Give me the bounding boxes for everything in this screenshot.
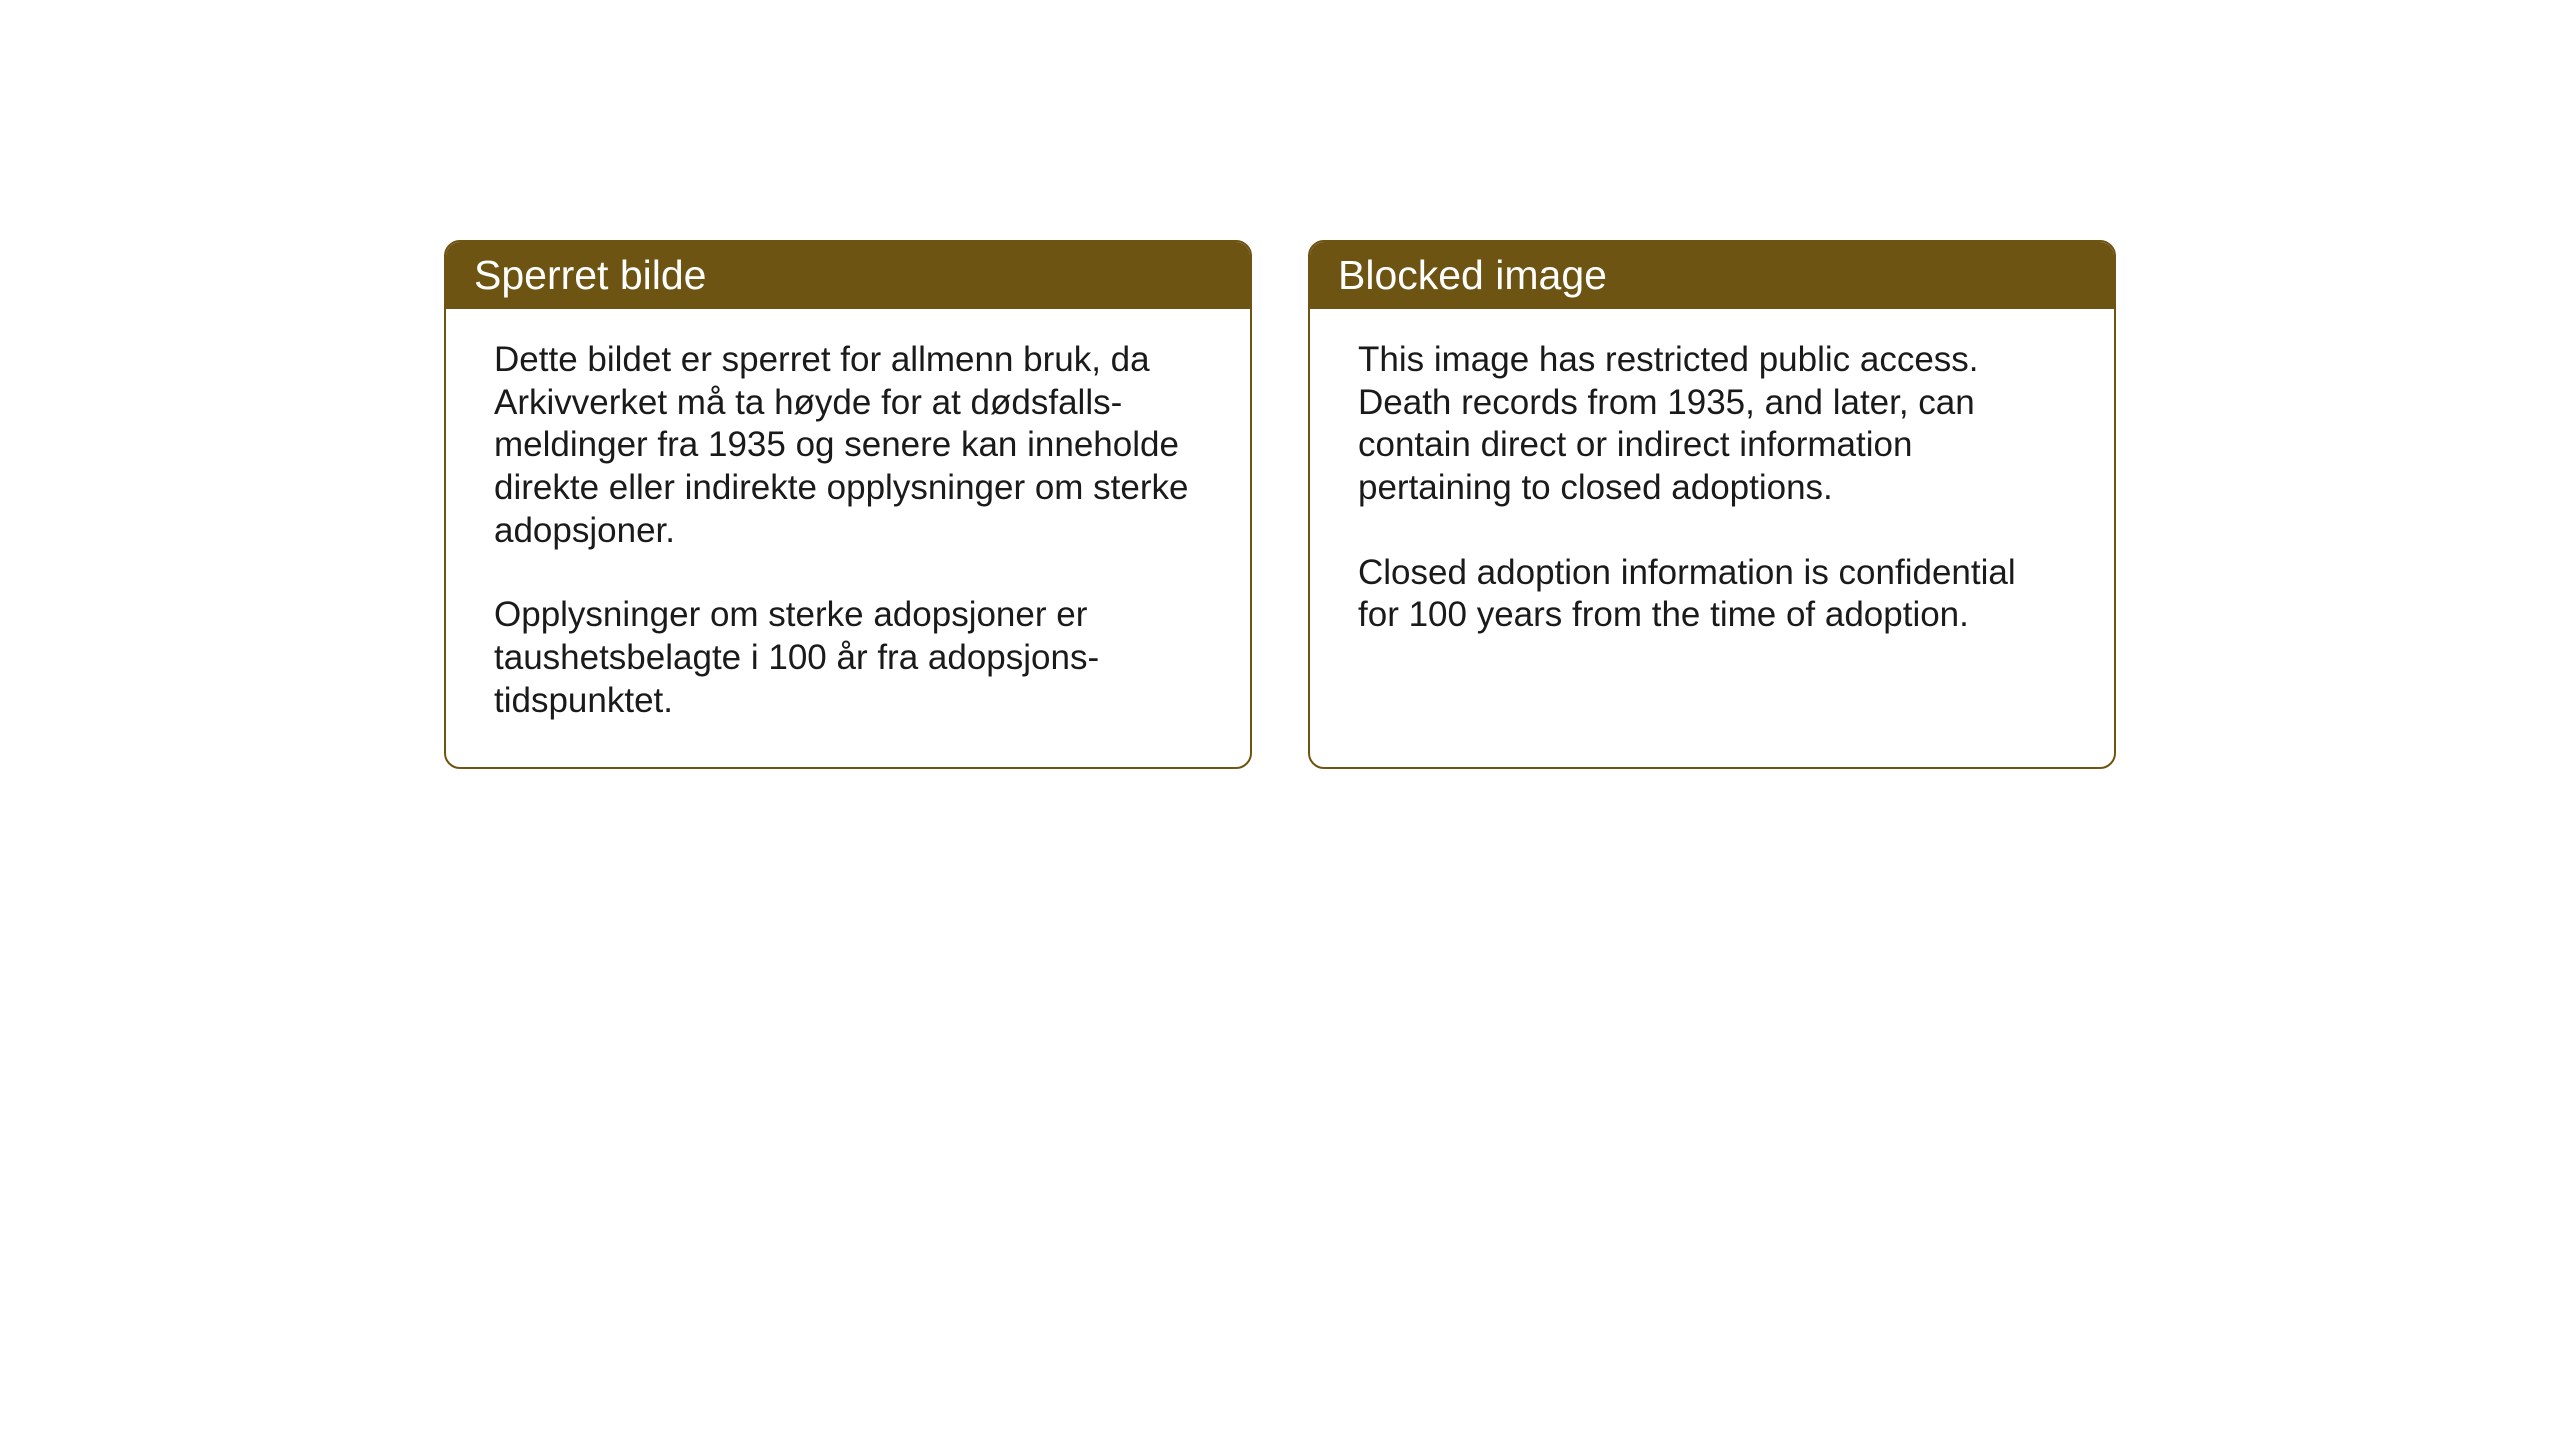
card-body-norwegian: Dette bildet er sperret for allmenn bruk…	[446, 309, 1250, 767]
card-paragraph-2-norwegian: Opplysninger om sterke adopsjoner er tau…	[494, 594, 1202, 722]
card-header-norwegian: Sperret bilde	[446, 242, 1250, 309]
notice-cards-container: Sperret bilde Dette bildet er sperret fo…	[444, 240, 2116, 769]
card-title-norwegian: Sperret bilde	[474, 252, 706, 298]
card-body-english: This image has restricted public access.…	[1310, 309, 2114, 681]
notice-card-norwegian: Sperret bilde Dette bildet er sperret fo…	[444, 240, 1252, 769]
card-paragraph-2-english: Closed adoption information is confident…	[1358, 552, 2066, 637]
card-title-english: Blocked image	[1338, 252, 1607, 298]
card-paragraph-1-english: This image has restricted public access.…	[1358, 339, 2066, 510]
card-header-english: Blocked image	[1310, 242, 2114, 309]
notice-card-english: Blocked image This image has restricted …	[1308, 240, 2116, 769]
card-paragraph-1-norwegian: Dette bildet er sperret for allmenn bruk…	[494, 339, 1202, 552]
